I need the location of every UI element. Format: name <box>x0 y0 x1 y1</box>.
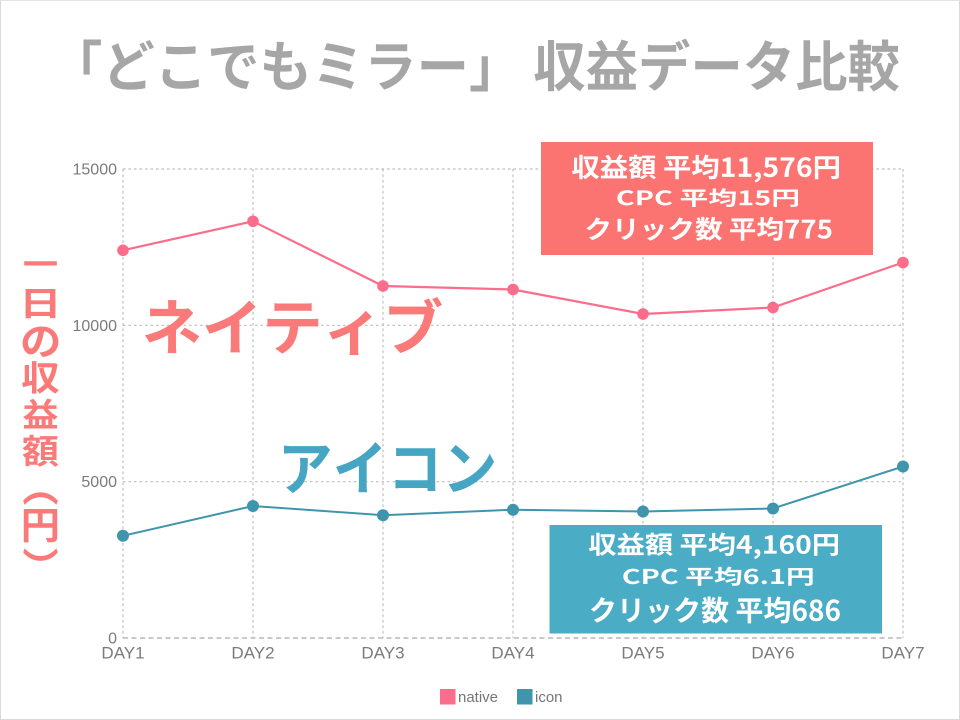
svg-text:15000: 15000 <box>73 162 118 179</box>
svg-text:DAY5: DAY5 <box>621 644 664 663</box>
svg-text:DAY2: DAY2 <box>231 644 274 663</box>
svg-text:5000: 5000 <box>81 474 117 491</box>
svg-text:DAY4: DAY4 <box>491 644 534 663</box>
svg-text:native: native <box>458 689 498 706</box>
svg-text:10000: 10000 <box>73 318 118 335</box>
svg-text:DAY6: DAY6 <box>751 644 794 663</box>
svg-text:0: 0 <box>108 631 117 648</box>
svg-text:DAY1: DAY1 <box>101 644 144 663</box>
svg-text:DAY3: DAY3 <box>361 644 404 663</box>
svg-text:icon: icon <box>535 689 563 706</box>
svg-text:DAY7: DAY7 <box>881 644 924 663</box>
